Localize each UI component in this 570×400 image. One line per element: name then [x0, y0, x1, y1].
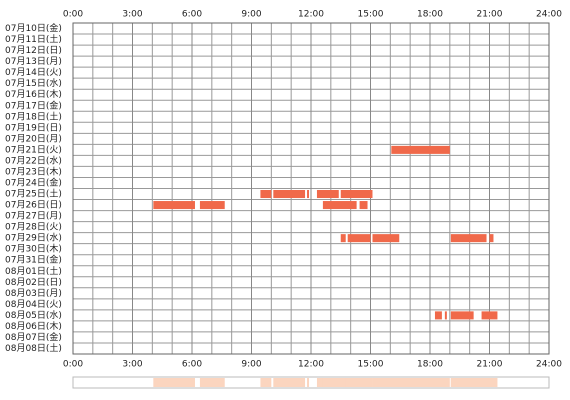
- y-tick-label: 07月15日(水): [5, 77, 62, 89]
- activity-bar: [434, 311, 442, 320]
- y-tick-label: 07月29日(水): [5, 232, 62, 244]
- x-tick-label: 6:00: [182, 360, 202, 370]
- y-tick-label: 07月18日(土): [5, 110, 62, 122]
- summary-bar: [444, 378, 447, 387]
- summary-bar: [481, 378, 498, 387]
- y-tick-label: 07月19日(日): [5, 122, 62, 133]
- y-tick-label: 08月04日(火): [5, 299, 62, 310]
- x-tick-label: 18:00: [417, 360, 443, 370]
- summary-bar: [391, 378, 450, 387]
- activity-bar: [260, 190, 272, 199]
- y-tick-label: 07月20日(月): [5, 133, 62, 144]
- plot-border: [72, 22, 550, 355]
- x-tick-label: 15:00: [358, 10, 384, 20]
- y-tick-label: 08月03日(月): [5, 288, 62, 299]
- summary-bar: [273, 378, 306, 387]
- summary-bar: [307, 378, 310, 387]
- activity-bar: [359, 201, 368, 210]
- activity-bar: [340, 234, 346, 243]
- activity-bar: [322, 201, 357, 210]
- y-tick-label: 07月26日(日): [5, 200, 62, 211]
- summary-bar: [340, 378, 346, 387]
- x-tick-label: 0:00: [63, 360, 83, 370]
- x-tick-label: 6:00: [182, 10, 202, 20]
- activity-bar: [481, 311, 498, 320]
- activity-bar: [444, 311, 447, 320]
- x-tick-label: 0:00: [63, 10, 83, 20]
- y-tick-label: 07月14日(火): [5, 67, 62, 78]
- y-tick-label: 08月05日(水): [5, 309, 62, 321]
- y-tick-label: 07月30日(木): [5, 243, 62, 255]
- y-tick-label: 07月16日(木): [5, 88, 62, 100]
- summary-bar: [153, 378, 195, 387]
- x-tick-label: 12:00: [298, 10, 324, 20]
- y-tick-label: 07月23日(木): [5, 165, 62, 177]
- y-tick-label: 07月21日(火): [5, 144, 62, 155]
- y-tick-label: 08月06日(木): [5, 320, 62, 332]
- y-tick-label: 07月27日(月): [5, 211, 62, 222]
- activity-bar: [273, 190, 306, 199]
- activity-bar: [340, 190, 373, 199]
- activity-bar: [347, 234, 371, 243]
- x-tick-label: 3:00: [122, 10, 142, 20]
- y-tick-label: 07月13日(月): [5, 56, 62, 67]
- y-tick-label: 07月11日(土): [5, 33, 62, 45]
- activity-bar: [307, 190, 310, 199]
- y-tick-label: 08月07日(金): [5, 331, 62, 343]
- activity-bar: [153, 201, 195, 210]
- y-tick-label: 07月28日(火): [5, 222, 62, 233]
- y-tick-label: 07月31日(金): [5, 254, 62, 266]
- y-tick-label: 07月22日(水): [5, 154, 62, 166]
- activity-bar: [450, 234, 487, 243]
- x-tick-label: 9:00: [241, 10, 261, 20]
- summary-strip: [72, 376, 550, 389]
- activity-bar: [489, 234, 494, 243]
- summary-bar: [199, 378, 225, 387]
- activity-bar: [372, 234, 400, 243]
- x-tick-label: 18:00: [417, 10, 443, 20]
- y-tick-label: 08月01日(土): [5, 265, 62, 277]
- y-tick-label: 07月17日(金): [5, 99, 62, 111]
- summary-bar: [372, 378, 400, 387]
- x-tick-label: 21:00: [477, 10, 503, 20]
- y-tick-label: 07月12日(日): [5, 45, 62, 56]
- y-tick-label: 07月10日(金): [5, 22, 62, 34]
- x-tick-label: 24:00: [536, 10, 562, 20]
- x-tick-label: 9:00: [241, 360, 261, 370]
- activity-bar: [316, 190, 339, 199]
- summary-bar: [450, 378, 474, 387]
- activity-bar: [199, 201, 225, 210]
- y-tick-label: 08月08日(土): [5, 342, 62, 354]
- x-tick-label: 12:00: [298, 360, 324, 370]
- x-tick-label: 3:00: [122, 360, 142, 370]
- x-tick-label: 15:00: [358, 360, 384, 370]
- summary-bar: [322, 378, 357, 387]
- activity-bar: [391, 145, 450, 154]
- y-tick-label: 07月24日(金): [5, 176, 62, 188]
- y-tick-label: 07月25日(土): [5, 188, 62, 200]
- summary-bar: [347, 378, 371, 387]
- activity-bar: [450, 311, 474, 320]
- x-tick-label: 24:00: [536, 360, 562, 370]
- summary-bar: [434, 378, 442, 387]
- summary-bar: [260, 378, 272, 387]
- y-tick-label: 08月02日(日): [5, 277, 62, 288]
- x-tick-label: 21:00: [477, 360, 503, 370]
